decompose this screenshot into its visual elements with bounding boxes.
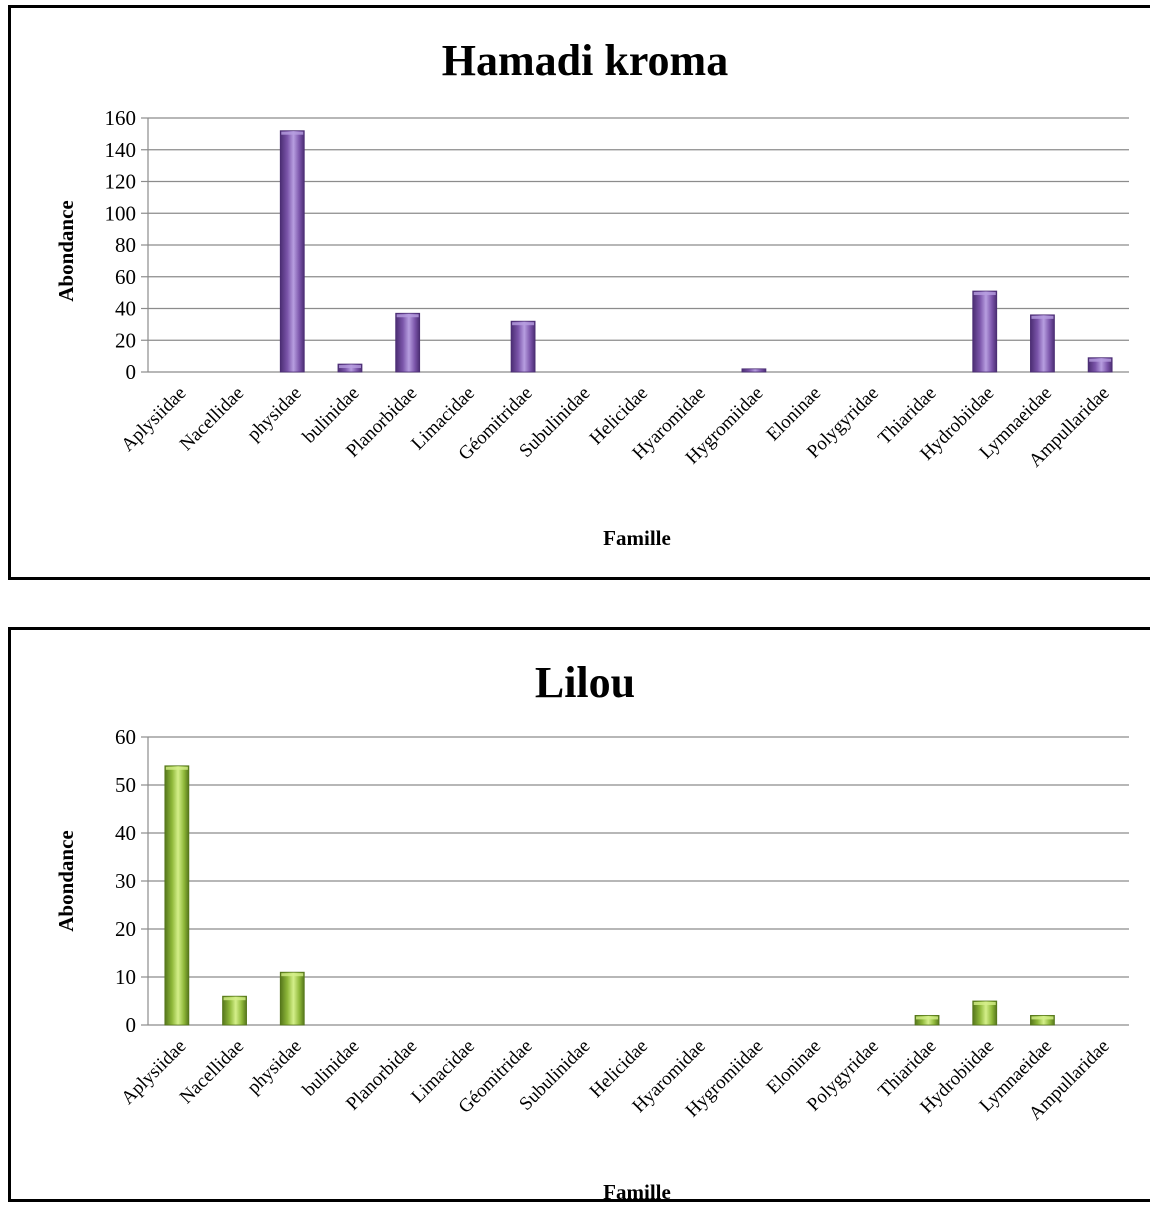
x-tick-label: physidae <box>243 383 306 446</box>
x-tick-label: Nacellidae <box>176 1036 248 1108</box>
bar-highlight <box>1031 315 1054 319</box>
chart-title: Lilou <box>535 658 635 707</box>
y-tick-label: 50 <box>115 773 136 797</box>
bar-highlight <box>396 314 419 318</box>
bar-nacellidae <box>222 995 247 1026</box>
x-tick-label: physidae <box>243 1036 306 1099</box>
bar-physidae <box>279 971 305 1026</box>
y-tick-label: 40 <box>115 297 136 321</box>
bar-highlight <box>281 973 304 977</box>
y-tick-label: 20 <box>115 917 136 941</box>
bar-highlight <box>281 131 304 135</box>
bar-géomitridae <box>510 320 536 373</box>
y-tick-label: 0 <box>126 360 137 384</box>
y-tick-label: 30 <box>115 869 136 893</box>
chart-hamadi-kroma: Hamadi kroma 0 20 40 60 80 100 120 140 160 Aplys… <box>8 5 1150 580</box>
bar-highlight <box>973 1002 996 1005</box>
bar-physidae <box>279 130 305 373</box>
bar-lymnaeidae <box>1030 1014 1055 1026</box>
x-tick-label: Nacellidae <box>176 383 248 455</box>
bar-hydrobiidae <box>972 290 998 373</box>
chart-lilou: Lilou 0 10 20 30 40 50 60 Aplysiidae Nacellidae… <box>8 627 1150 1202</box>
chart-title: Hamadi kroma <box>442 36 728 85</box>
bar-highlight <box>512 322 535 326</box>
x-axis-label: Famille <box>603 526 671 550</box>
y-tick-label: 120 <box>105 170 137 194</box>
y-tick-label: 160 <box>105 106 137 130</box>
bar-highlight <box>973 292 996 296</box>
bar-highlight <box>1089 358 1112 362</box>
y-tick-label: 10 <box>115 965 136 989</box>
y-tick-label: 20 <box>115 328 136 352</box>
y-tick-label: 40 <box>115 821 136 845</box>
y-tick-label: 60 <box>115 725 136 749</box>
y-tick-label: 100 <box>105 201 137 225</box>
bar-highlight <box>338 365 361 369</box>
bar-highlight <box>223 997 246 1001</box>
y-axis-label: Abondance <box>54 830 78 932</box>
y-tick-label: 60 <box>115 265 136 289</box>
bar-highlight <box>916 1016 939 1020</box>
bar-highlight <box>165 766 188 770</box>
y-tick-label: 80 <box>115 233 136 257</box>
x-axis-label: Famille <box>603 1180 671 1199</box>
bar-planorbidae <box>395 312 421 373</box>
bar-lymnaeidae <box>1030 314 1055 373</box>
bar-aplysiidae <box>164 765 190 1026</box>
y-tick-label: 140 <box>105 138 137 162</box>
y-axis-label: Abondance <box>54 200 78 302</box>
bar-thiaridae <box>914 1014 940 1026</box>
bar-hygromiidae <box>741 368 767 373</box>
bar-highlight <box>1031 1016 1054 1020</box>
y-tick-label: 0 <box>126 1013 137 1037</box>
